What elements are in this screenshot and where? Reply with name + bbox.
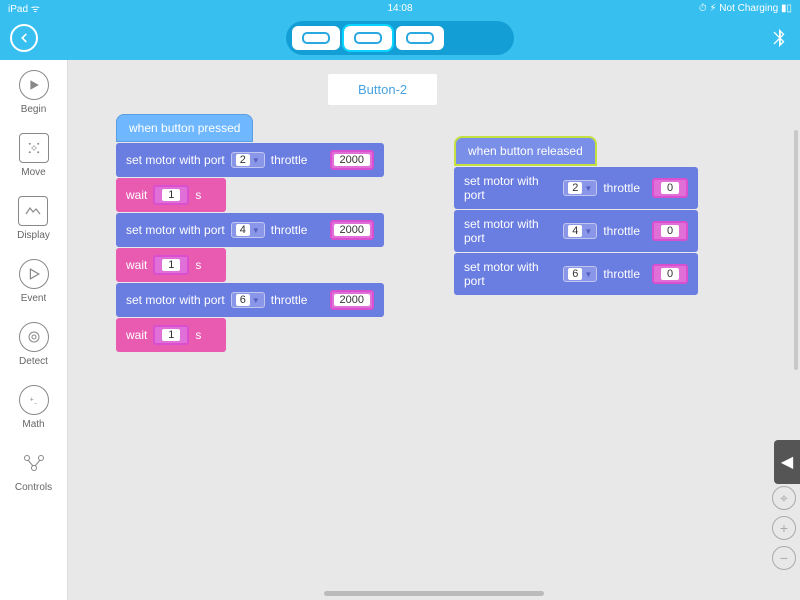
motor-block[interactable]: set motor with port 4▼ throttle 2000 <box>116 213 384 247</box>
block-text: throttle <box>271 223 308 237</box>
palette-math[interactable]: +− Math <box>19 385 49 430</box>
block-text: throttle <box>603 224 640 238</box>
scrollbar[interactable] <box>794 130 798 370</box>
motor-block[interactable]: set motor with port 2▼ throttle 0 <box>454 167 698 209</box>
wait-field[interactable]: 1 <box>153 185 189 205</box>
tab-slot-3[interactable] <box>396 26 444 50</box>
throttle-field[interactable]: 0 <box>652 264 688 284</box>
workspace: Begin Move Display Event Detect +− Math … <box>0 60 800 600</box>
block-text: s <box>195 258 201 272</box>
throttle-field[interactable]: 2000 <box>330 150 374 170</box>
zoom-in-button[interactable]: + <box>772 516 796 540</box>
palette-display-label: Display <box>17 230 50 241</box>
tab-selector-pill <box>286 21 514 55</box>
stack-released[interactable]: when button released set motor with port… <box>454 136 698 295</box>
palette-begin-label: Begin <box>21 104 47 115</box>
hat-button-pressed[interactable]: when button pressed <box>116 114 253 142</box>
throttle-field[interactable]: 0 <box>652 178 688 198</box>
palette-controls-label: Controls <box>15 482 52 493</box>
svg-text:−: − <box>34 402 37 407</box>
block-text: set motor with port <box>126 293 225 307</box>
port-dropdown[interactable]: 4▼ <box>231 222 265 238</box>
port-dropdown[interactable]: 2▼ <box>563 180 597 196</box>
wait-block[interactable]: wait 1s <box>116 248 226 282</box>
wait-block[interactable]: wait 1s <box>116 178 226 212</box>
bluetooth-icon[interactable] <box>768 27 790 49</box>
tab-slot-2[interactable] <box>344 26 392 50</box>
palette-display[interactable]: Display <box>17 196 50 241</box>
palette-controls[interactable]: Controls <box>15 448 52 493</box>
block-text: set motor with port <box>464 260 557 288</box>
block-text: s <box>195 328 201 342</box>
block-text: set motor with port <box>464 174 557 202</box>
throttle-field[interactable]: 2000 <box>330 290 374 310</box>
zoom-out-button[interactable]: − <box>772 546 796 570</box>
block-text: s <box>195 188 201 202</box>
palette-move[interactable]: Move <box>19 133 49 178</box>
back-button[interactable] <box>10 24 38 52</box>
port-dropdown[interactable]: 6▼ <box>231 292 265 308</box>
block-text: throttle <box>271 293 308 307</box>
palette-math-label: Math <box>22 419 44 430</box>
block-palette: Begin Move Display Event Detect +− Math … <box>0 60 68 600</box>
canvas[interactable]: Button-2 when button pressed set motor w… <box>68 60 800 600</box>
button-name-tab[interactable]: Button-2 <box>328 74 437 105</box>
throttle-field[interactable]: 0 <box>652 221 688 241</box>
palette-detect[interactable]: Detect <box>19 322 49 367</box>
canvas-controls: ⌖ + − <box>772 486 796 570</box>
status-time: 14:08 <box>387 3 412 14</box>
recenter-button[interactable]: ⌖ <box>772 486 796 510</box>
motor-block[interactable]: set motor with port 6▼ throttle 2000 <box>116 283 384 317</box>
motor-block[interactable]: set motor with port 6▼ throttle 0 <box>454 253 698 295</box>
motor-block[interactable]: set motor with port 4▼ throttle 0 <box>454 210 698 252</box>
palette-detect-label: Detect <box>19 356 48 367</box>
port-dropdown[interactable]: 4▼ <box>563 223 597 239</box>
palette-move-label: Move <box>21 167 45 178</box>
block-text: throttle <box>603 267 640 281</box>
block-text: wait <box>126 258 147 272</box>
status-right: ⏱ ⚡︎ Not Charging ▮▯ <box>699 3 792 14</box>
stack-pressed[interactable]: when button pressed set motor with port 2… <box>116 114 384 352</box>
motor-block[interactable]: set motor with port 2▼ throttle 2000 <box>116 143 384 177</box>
wait-block[interactable]: wait 1s <box>116 318 226 352</box>
ios-status-bar: iPad ᯤ 14:08 ⏱ ⚡︎ Not Charging ▮▯ <box>0 0 800 16</box>
port-dropdown[interactable]: 2▼ <box>231 152 265 168</box>
hat-button-released[interactable]: when button released <box>454 136 597 166</box>
block-text: wait <box>126 328 147 342</box>
block-text: set motor with port <box>126 153 225 167</box>
status-left: iPad ᯤ <box>8 1 40 15</box>
block-text: set motor with port <box>126 223 225 237</box>
block-text: wait <box>126 188 147 202</box>
throttle-field[interactable]: 2000 <box>330 220 374 240</box>
home-indicator <box>324 591 544 596</box>
palette-event-label: Event <box>21 293 47 304</box>
tab-slot-1[interactable] <box>292 26 340 50</box>
back-arrow-icon <box>17 31 31 45</box>
block-text: throttle <box>603 181 640 195</box>
top-bar <box>0 16 800 60</box>
wait-field[interactable]: 1 <box>153 255 189 275</box>
port-dropdown[interactable]: 6▼ <box>563 266 597 282</box>
palette-event[interactable]: Event <box>19 259 49 304</box>
palette-begin[interactable]: Begin <box>19 70 49 115</box>
block-text: set motor with port <box>464 217 557 245</box>
expand-panel-tab[interactable]: ◀ <box>774 440 800 484</box>
block-text: throttle <box>271 153 308 167</box>
wait-field[interactable]: 1 <box>153 325 189 345</box>
